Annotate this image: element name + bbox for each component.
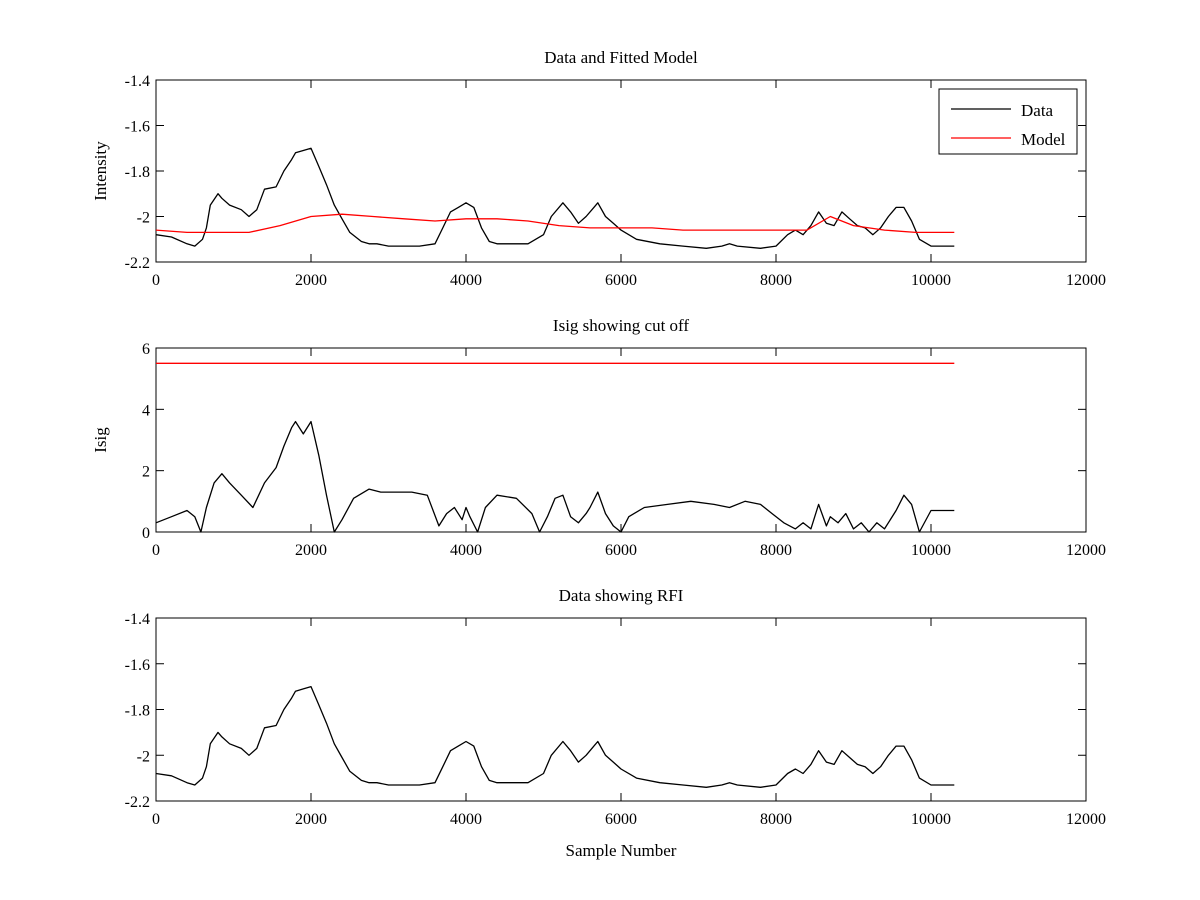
axes-frame [155,347,1087,533]
subplot-title: Data and Fitted Model [544,48,698,67]
series-line-data [155,147,955,249]
legend-frame [938,88,1078,155]
series-line-1 [155,685,955,788]
legend-label: Data [1021,101,1054,120]
x-axis-label: Sample Number [566,841,677,860]
x-tick-label: 12000 [1066,542,1106,559]
legend: Data Model [938,88,1078,155]
x-tick-label: 6000 [605,272,637,289]
y-tick-label: 4 [142,402,150,419]
x-tick-label: 0 [152,811,160,828]
x-tick-label: 4000 [450,542,482,559]
x-tick-label: 10000 [911,272,951,289]
subplot-1: Data and Fitted Model 0 2000 4000 6000 8000 10… [91,48,1106,289]
x-tick-label: 12000 [1066,811,1106,828]
y-tick-label: 2 [142,464,150,481]
x-tick-label: 6000 [605,542,637,559]
x-tick-label: 4000 [450,811,482,828]
y-tick-label: -2 [137,210,150,227]
y-tick-label: -1.8 [125,703,150,720]
y-tick-label: -1.8 [125,164,150,181]
axes-frame [155,617,1087,802]
x-tick-label: 0 [152,272,160,289]
y-tick-label: -1.6 [125,657,150,674]
y-tick-label: -1.4 [125,611,150,628]
x-tick-label: 6000 [605,811,637,828]
y-axis-label: Isig [91,427,110,453]
x-tick-label: 8000 [760,811,792,828]
series-line-model [155,213,955,234]
legend-label: Model [1021,130,1066,149]
x-tick-label: 8000 [760,542,792,559]
y-tick-label: -2.2 [125,794,150,811]
x-tick-label: 10000 [911,542,951,559]
x-tick-label: 8000 [760,272,792,289]
subplot-3: Data showing RFI 0 2000 4000 6000 8000 10000 12… [125,586,1106,860]
y-tick-label: 6 [142,341,150,358]
y-tick-label: -2 [137,748,150,765]
x-tick-label: 0 [152,542,160,559]
x-tick-label: 10000 [911,811,951,828]
y-tick-label: -1.4 [125,73,150,90]
x-tick-label: 2000 [295,811,327,828]
x-tick-label: 4000 [450,272,482,289]
y-tick-label: -2.2 [125,255,150,272]
y-tick-label: 0 [142,525,150,542]
subplot-title: Data showing RFI [559,586,684,605]
y-tick-label: -1.6 [125,119,150,136]
subplot-2: Isig showing cut off 0 2000 4000 6000 8000 100… [91,316,1106,559]
x-tick-label: 12000 [1066,272,1106,289]
series-line-1 [155,420,955,533]
subplot-title: Isig showing cut off [553,316,689,335]
x-tick-label: 2000 [295,272,327,289]
x-tick-label: 2000 [295,542,327,559]
y-axis-label: Intensity [91,141,110,201]
